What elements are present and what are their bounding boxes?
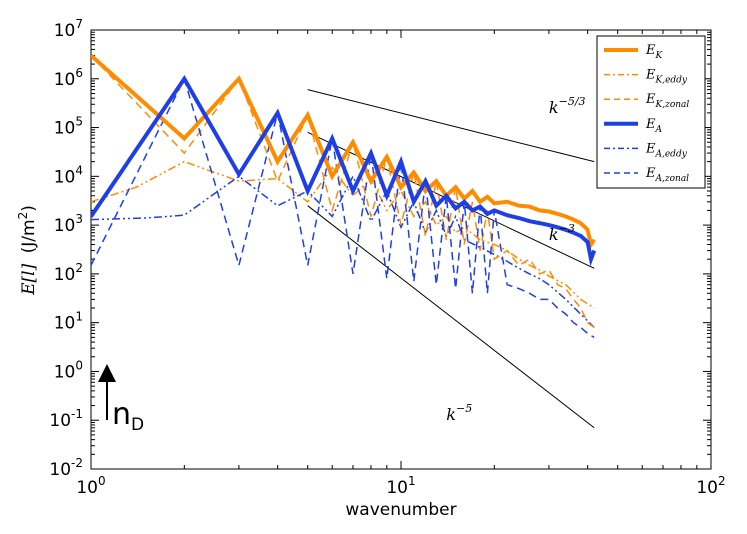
x-tick-label: 102 — [696, 474, 725, 498]
y-tick-label: 100 — [54, 358, 83, 382]
y-axis-label: E[l] (J/m2) — [16, 205, 39, 296]
legend-label-EK: EK — [645, 43, 664, 61]
y-tick-label: 103 — [54, 212, 83, 236]
series-line-EK — [91, 54, 596, 250]
reference-label-k53: k−5/3 — [549, 95, 586, 117]
y-tick-label: 101 — [54, 310, 83, 334]
nd-annotation-sub: D — [131, 415, 144, 435]
series-line-EAeddy — [91, 174, 595, 328]
legend-label-EKeddy: EK,eddy — [645, 68, 688, 86]
y-tick-label: 105 — [54, 115, 83, 139]
legend: EK EK,eddy EK,zonal EA EA,eddy EA,zonal — [596, 35, 706, 189]
y-axis-label-close: ) — [19, 205, 39, 212]
legend-label-EA: EA — [645, 117, 663, 135]
y-tick-label: 10-1 — [49, 407, 83, 431]
y-axis-label-units: (J/m — [19, 219, 39, 253]
y-tick-label: 107 — [54, 17, 83, 41]
y-axis-label-sup: 2 — [16, 212, 30, 220]
legend-label-EKzonal: EK,zonal — [645, 92, 689, 110]
x-axis-label: wavenumber — [345, 500, 456, 520]
nd-annotation: nD — [98, 364, 144, 435]
legend-label-EAzonal: EA,zonal — [645, 166, 689, 184]
y-tick-label: 102 — [54, 261, 83, 285]
reference-line-k53 — [307, 89, 595, 163]
reference-line-k5 — [307, 205, 595, 429]
legend-box — [596, 35, 706, 189]
y-tick-label: 104 — [54, 163, 83, 187]
legend-label-EAeddy: EA,eddy — [645, 141, 688, 159]
reference-label-k5: k−5 — [446, 402, 472, 424]
series-line-EA — [91, 75, 597, 267]
y-tick-label: 106 — [54, 66, 83, 90]
y-tick-label: 10-2 — [49, 456, 83, 480]
svg-text:E[l] (J/m2): E[l] (J/m2) — [16, 205, 39, 296]
x-tick-label: 100 — [76, 474, 105, 498]
reference-label-k3: k−3 — [549, 222, 575, 244]
series-line-EKzonal — [91, 54, 595, 329]
nd-arrow-head-icon — [98, 364, 116, 382]
series-line-EKeddy — [91, 160, 595, 309]
x-tick-label: 101 — [386, 474, 415, 498]
y-axis-label-prefix: E[l] — [19, 263, 39, 295]
svg-text:nD: nD — [112, 397, 144, 435]
nd-annotation-text: n — [112, 397, 131, 432]
